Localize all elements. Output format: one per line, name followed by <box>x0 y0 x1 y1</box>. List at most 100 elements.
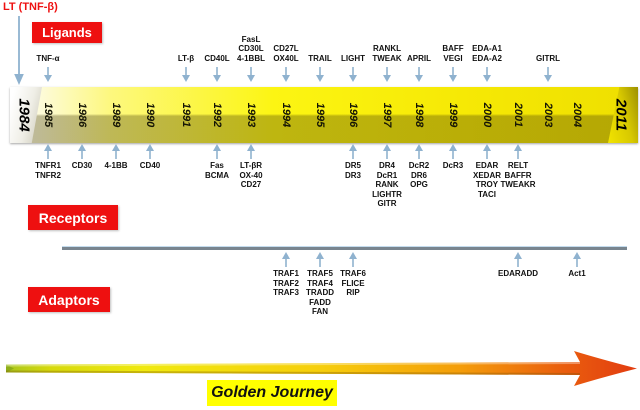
up-arrow-icon <box>349 144 357 159</box>
receptor-label-line: BCMA <box>205 170 229 180</box>
up-arrow-icon <box>316 252 324 267</box>
receptor-label-line: OX-40 <box>239 170 263 180</box>
year-label: 2003 <box>542 102 554 128</box>
receptor-label-line: LT-βR <box>239 161 263 170</box>
adaptor-label-line: FADD <box>309 297 331 307</box>
receptor-label: TNFR1 TNFR2 <box>35 161 61 180</box>
receptor-label: LT-βR OX-40 CD27 <box>239 161 262 190</box>
year-label: 2000 <box>481 102 493 128</box>
year-label: 2004 <box>571 102 583 128</box>
ligand-label: LT-β <box>178 54 194 64</box>
receptor-label-line: CD30 <box>71 161 93 170</box>
ligand-label-line: FasL <box>241 34 261 44</box>
up-arrow-icon <box>514 252 522 267</box>
receptors-section-label: Receptors <box>28 205 118 230</box>
year-label: 1991 <box>180 102 192 128</box>
ligand-label: RANKL TWEAK <box>372 44 401 63</box>
receptor-label: 4-1BB <box>104 161 127 171</box>
adaptors-section-label: Adaptors <box>28 287 110 312</box>
adaptor-label: TRAF6 FLICE RIP <box>340 269 366 298</box>
receptor-label: DcR3 <box>443 161 463 171</box>
down-arrow-icon <box>316 67 324 82</box>
receptor-label-line: DR5 <box>344 161 362 170</box>
adaptor-timeline-line <box>62 246 627 250</box>
receptor-label-line: TNFR2 <box>35 170 61 180</box>
up-arrow-icon <box>112 144 120 159</box>
ligand-label: EDA-A1 EDA-A2 <box>472 44 502 63</box>
year-label: 1992 <box>211 102 223 128</box>
receptor-label-line: GITR <box>377 199 397 208</box>
ligand-label-line: APRIL <box>407 53 431 63</box>
lt-tnf-beta-annotation: LT (TNF-β) <box>3 1 58 13</box>
down-arrow-icon <box>44 67 52 82</box>
receptor-label-line: RELT <box>507 161 529 170</box>
golden-journey-arrow <box>6 351 637 386</box>
ligand-label-line: BAFF <box>442 44 464 53</box>
adaptor-label-line: TRAF4 <box>307 278 333 288</box>
receptor-label: DR4 DcR1 RANK LIGHTR GITR <box>372 161 402 209</box>
adaptor-label-line: Act1 <box>568 269 586 278</box>
year-label: 1989 <box>110 102 122 128</box>
ligand-label: LIGHT <box>341 54 365 64</box>
receptor-label-line: DR3 <box>344 170 362 180</box>
receptor-label-line: LIGHTR <box>372 189 402 199</box>
down-arrow-icon <box>349 67 357 82</box>
up-arrow-icon <box>247 144 255 159</box>
ligand-label-line: TNF-α <box>36 53 60 63</box>
receptor-label-line: DR6 <box>410 170 428 180</box>
adaptor-label-line: TRADD <box>306 288 334 297</box>
ligand-label-line: RANKL <box>372 44 401 53</box>
adaptor-label-line: TRAF2 <box>273 278 299 288</box>
adaptor-label-line: RIP <box>346 288 360 297</box>
receptor-label-line: DcR2 <box>408 161 430 170</box>
adaptor-label: TRAF5 TRAF4 TRADD FADD FAN <box>306 269 334 317</box>
receptor-label-line: OPG <box>410 180 428 189</box>
receptor-label: CD40 <box>140 161 160 171</box>
down-arrow-icon <box>213 67 221 82</box>
down-arrow-icon <box>544 67 552 82</box>
ligand-label: FasL CD30L 4-1BBL <box>237 35 265 64</box>
down-arrow-icon <box>282 67 290 82</box>
year-label: 1986 <box>76 102 88 128</box>
up-arrow-icon <box>213 144 221 159</box>
adaptor-label-line: TRAF1 <box>273 269 299 278</box>
up-arrow-icon <box>349 252 357 267</box>
receptor-label-line: DR4 <box>378 161 395 170</box>
ligand-label-line: EDA-A1 <box>472 44 502 53</box>
down-arrow-icon <box>483 67 491 82</box>
adaptor-label-line: TRAF5 <box>307 269 333 278</box>
year-label: 2001 <box>512 102 524 128</box>
up-arrow-icon <box>415 144 423 159</box>
up-arrow-icon <box>44 144 52 159</box>
ligand-label: TRAIL <box>308 54 332 64</box>
receptor-label: Fas BCMA <box>205 161 229 180</box>
receptor-label-line: EDAR <box>475 161 499 170</box>
receptor-label-line: XEDAR <box>472 170 502 180</box>
adaptor-label-line: FLICE <box>341 278 365 288</box>
ligand-label-line: OX40L <box>273 53 299 63</box>
ligand-label-line: CD40L <box>204 53 230 63</box>
down-arrow-icon <box>182 67 190 82</box>
receptor-label: EDAR XEDAR TROY TACI <box>473 161 501 199</box>
down-arrow-icon <box>415 67 423 82</box>
adaptor-label-line: TRAF3 <box>273 288 299 297</box>
receptor-label-line: DcR3 <box>442 161 464 170</box>
lt-long-down-arrow-icon <box>14 16 24 85</box>
ligand-label-line: 4-1BBL <box>236 53 266 63</box>
down-arrow-icon <box>247 67 255 82</box>
year-label: 1985 <box>42 102 54 128</box>
down-arrow-icon <box>383 67 391 82</box>
year-label: 1999 <box>447 102 459 128</box>
year-label: 1995 <box>314 102 326 128</box>
receptor-label-line: CD40 <box>139 161 161 170</box>
ligands-section-label: Ligands <box>32 22 102 43</box>
adaptor-label-line: EDARADD <box>498 269 538 278</box>
receptor-label-line: 4-1BB <box>104 161 128 170</box>
up-arrow-icon <box>383 144 391 159</box>
up-arrow-icon <box>573 252 581 267</box>
ligand-label-line: LIGHT <box>341 53 365 63</box>
receptor-label-line: RANK <box>375 180 399 189</box>
ligand-label-line: TWEAK <box>372 53 402 63</box>
adaptor-label-line: TRAF6 <box>340 269 366 278</box>
ligand-label: BAFF VEGI <box>442 44 463 63</box>
